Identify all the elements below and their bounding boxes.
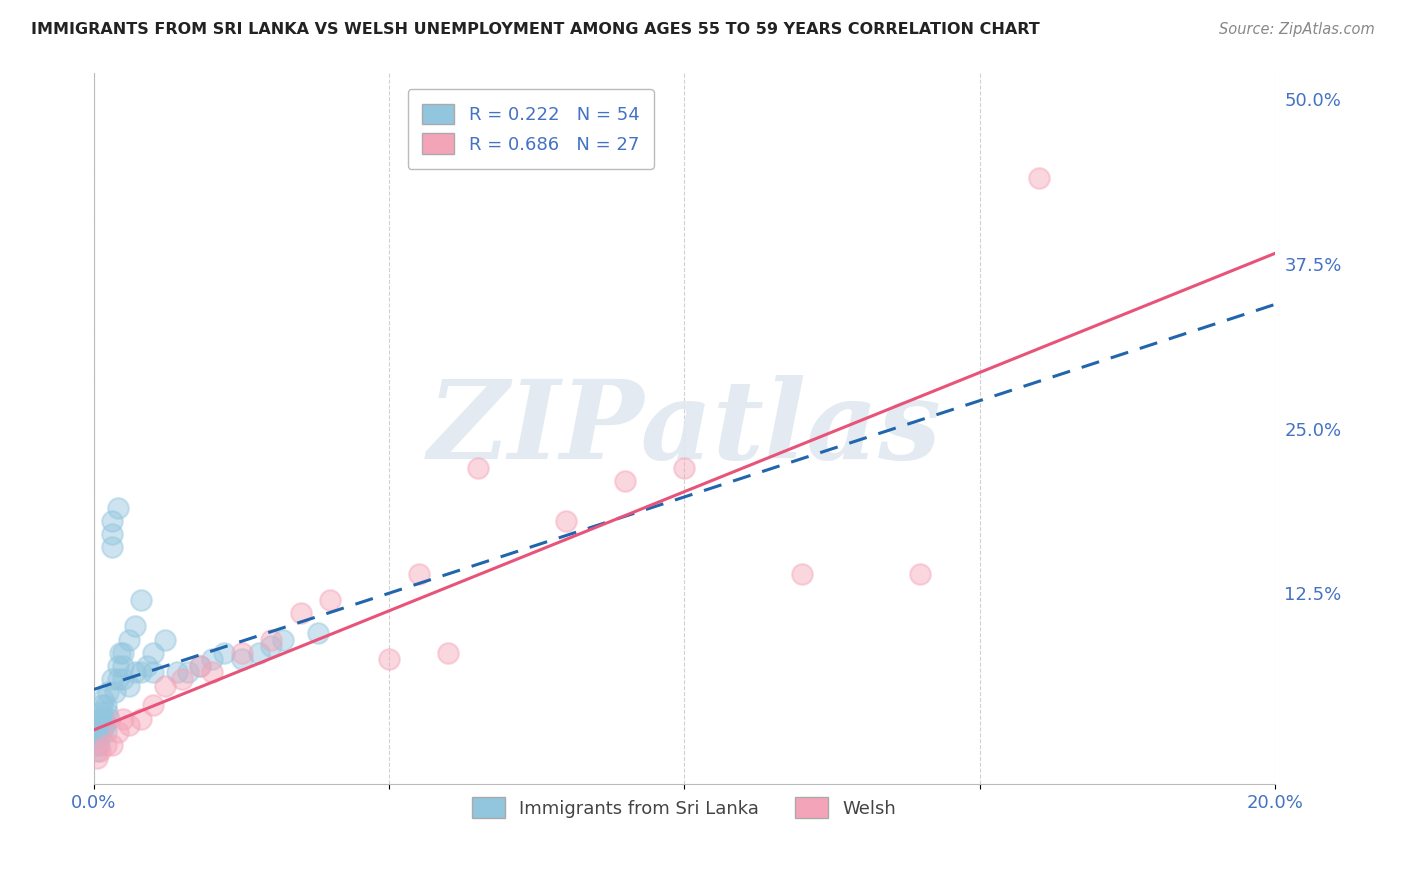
Point bbox=[290, 606, 312, 620]
Point bbox=[87, 738, 110, 752]
Point bbox=[792, 566, 814, 581]
Point bbox=[89, 718, 111, 732]
Point bbox=[87, 731, 110, 746]
Point bbox=[437, 646, 460, 660]
Point bbox=[84, 718, 107, 732]
Point bbox=[91, 724, 114, 739]
Point bbox=[910, 566, 932, 581]
Point bbox=[172, 672, 194, 686]
Point bbox=[188, 658, 211, 673]
Point bbox=[91, 712, 114, 726]
Point bbox=[408, 566, 430, 581]
Point bbox=[96, 705, 118, 719]
Point bbox=[142, 698, 165, 713]
Point bbox=[124, 665, 146, 680]
Point bbox=[97, 712, 120, 726]
Point bbox=[201, 665, 224, 680]
Point bbox=[100, 527, 122, 541]
Point bbox=[100, 738, 122, 752]
Point bbox=[86, 738, 108, 752]
Point bbox=[112, 658, 135, 673]
Point bbox=[212, 646, 235, 660]
Point bbox=[201, 652, 224, 666]
Point bbox=[93, 718, 115, 732]
Text: IMMIGRANTS FROM SRI LANKA VS WELSH UNEMPLOYMENT AMONG AGES 55 TO 59 YEARS CORREL: IMMIGRANTS FROM SRI LANKA VS WELSH UNEMP… bbox=[31, 22, 1039, 37]
Point bbox=[467, 461, 489, 475]
Point bbox=[136, 658, 159, 673]
Point bbox=[90, 705, 112, 719]
Point bbox=[100, 541, 122, 555]
Point bbox=[107, 658, 129, 673]
Point bbox=[247, 646, 270, 660]
Point bbox=[86, 744, 108, 758]
Point bbox=[673, 461, 696, 475]
Point bbox=[90, 698, 112, 713]
Point bbox=[142, 665, 165, 680]
Point bbox=[307, 626, 329, 640]
Point bbox=[129, 712, 152, 726]
Point bbox=[89, 744, 111, 758]
Point bbox=[93, 712, 115, 726]
Point bbox=[86, 724, 108, 739]
Point bbox=[89, 712, 111, 726]
Point bbox=[129, 665, 152, 680]
Point bbox=[177, 665, 200, 680]
Point bbox=[104, 685, 127, 699]
Point bbox=[112, 672, 135, 686]
Point bbox=[153, 632, 176, 647]
Point bbox=[319, 593, 342, 607]
Point bbox=[378, 652, 401, 666]
Point bbox=[260, 639, 283, 653]
Point bbox=[89, 724, 111, 739]
Point bbox=[271, 632, 294, 647]
Text: ZIPatlas: ZIPatlas bbox=[427, 375, 941, 483]
Point bbox=[112, 712, 135, 726]
Point bbox=[188, 658, 211, 673]
Point bbox=[96, 685, 118, 699]
Point bbox=[84, 712, 107, 726]
Point bbox=[118, 632, 141, 647]
Point bbox=[166, 665, 188, 680]
Point bbox=[94, 738, 117, 752]
Point bbox=[100, 672, 122, 686]
Point bbox=[94, 724, 117, 739]
Point bbox=[107, 672, 129, 686]
Point bbox=[142, 646, 165, 660]
Point bbox=[118, 718, 141, 732]
Legend: Immigrants from Sri Lanka, Welsh: Immigrants from Sri Lanka, Welsh bbox=[465, 790, 903, 825]
Point bbox=[231, 646, 253, 660]
Point bbox=[614, 475, 637, 489]
Point bbox=[107, 724, 129, 739]
Text: Source: ZipAtlas.com: Source: ZipAtlas.com bbox=[1219, 22, 1375, 37]
Point bbox=[231, 652, 253, 666]
Point bbox=[112, 646, 135, 660]
Point bbox=[107, 500, 129, 515]
Point bbox=[93, 691, 115, 706]
Point bbox=[555, 514, 578, 528]
Point bbox=[260, 632, 283, 647]
Point bbox=[129, 593, 152, 607]
Point bbox=[110, 646, 132, 660]
Point bbox=[94, 698, 117, 713]
Point bbox=[100, 514, 122, 528]
Point bbox=[118, 679, 141, 693]
Point bbox=[86, 751, 108, 765]
Point bbox=[153, 679, 176, 693]
Point bbox=[124, 619, 146, 633]
Point bbox=[1028, 171, 1050, 186]
